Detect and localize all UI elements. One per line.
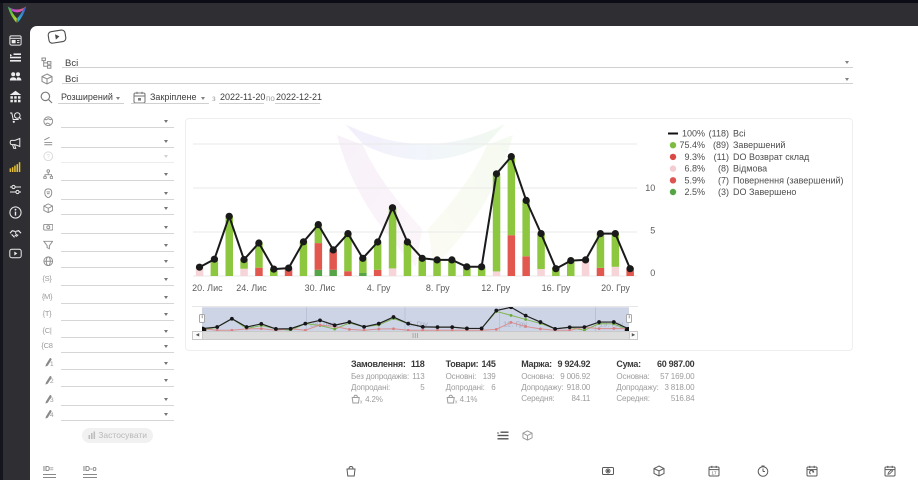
svg-text:20. Гру: 20. Гру — [601, 283, 630, 293]
svg-text:16. Гру: 16. Гру — [542, 283, 571, 293]
svg-text:(8): (8) — [718, 164, 729, 174]
svg-text:12. Гру: 12. Гру — [481, 283, 510, 293]
svg-text:DO Возврат склад: DO Возврат склад — [733, 152, 810, 162]
svg-text:Відмова: Відмова — [733, 164, 767, 174]
svg-text:30. Лис: 30. Лис — [305, 283, 336, 293]
svg-text:5: 5 — [650, 225, 655, 235]
svg-text:5. Гру: 5. Гру — [408, 319, 428, 328]
svg-text:10: 10 — [645, 183, 655, 193]
svg-text:Повернення (завершений): Повернення (завершений) — [733, 175, 844, 185]
svg-text:(7): (7) — [718, 175, 729, 185]
svg-text:Завершений: Завершений — [733, 140, 785, 150]
svg-text:5.9%: 5.9% — [684, 175, 705, 185]
svg-text:(3): (3) — [718, 187, 729, 197]
svg-text:100%: 100% — [682, 129, 705, 139]
svg-text:0: 0 — [650, 268, 655, 278]
svg-text:20. Лис: 20. Лис — [192, 283, 223, 293]
svg-text:(89): (89) — [713, 140, 729, 150]
svg-text:Всі: Всі — [733, 129, 746, 139]
svg-text:24. Лис: 24. Лис — [236, 283, 267, 293]
svg-text:(118): (118) — [709, 129, 729, 139]
svg-text:75.4%: 75.4% — [679, 140, 705, 150]
svg-text:2.5%: 2.5% — [684, 187, 705, 197]
svg-text:6.8%: 6.8% — [684, 164, 705, 174]
svg-text:17: 17 — [711, 471, 717, 476]
svg-text:8. Гру: 8. Гру — [426, 283, 450, 293]
svg-text:9.3%: 9.3% — [684, 152, 705, 162]
svg-text:4. Гру: 4. Гру — [367, 283, 391, 293]
svg-text:(11): (11) — [714, 152, 729, 162]
svg-text:x: x — [455, 400, 458, 405]
svg-text:?: ? — [46, 153, 50, 160]
svg-text:28. Лис: 28. Лис — [310, 319, 336, 328]
svg-text:DO Завершено: DO Завершено — [733, 187, 796, 197]
svg-text:x: x — [360, 400, 363, 405]
